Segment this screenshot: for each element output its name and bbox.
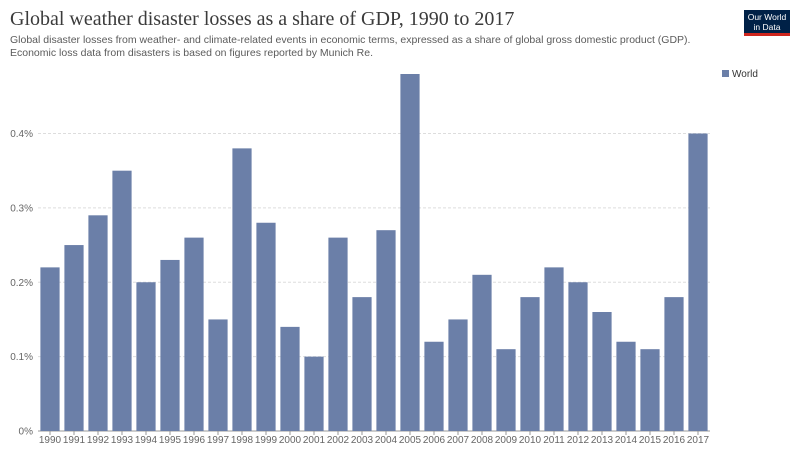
bar-2011[interactable] [544,267,564,431]
y-tick-label: 0.1% [10,352,33,363]
legend-swatch [722,70,729,77]
bar-1991[interactable] [64,245,84,431]
x-tick-label: 2009 [495,435,518,446]
logo-line-2: in Data [753,21,781,32]
bar-2015[interactable] [640,349,660,431]
chart-title: Global weather disaster losses as a shar… [10,8,515,30]
bar-2017[interactable] [688,133,708,432]
x-tick-label: 2001 [303,435,326,446]
x-tick-label: 2012 [567,435,590,446]
bar-2013[interactable] [592,312,612,431]
y-tick-label: 0.2% [10,278,33,289]
logo-line-1: Our World [747,12,787,22]
bar-1996[interactable] [184,237,204,431]
x-tick-label: 1993 [111,435,134,446]
owid-logo[interactable]: Our World in Data [744,10,790,36]
x-tick-label: 2004 [375,435,398,446]
x-tick-label: 2013 [591,435,614,446]
legend: World [722,69,758,80]
bar-2012[interactable] [568,282,588,431]
bar-1993[interactable] [112,170,132,431]
bar-2004[interactable] [376,230,396,431]
x-tick-label: 1997 [207,435,230,446]
bar-1992[interactable] [88,215,108,431]
y-tick-label: 0.3% [10,203,33,214]
x-tick-label: 2015 [639,435,662,446]
y-tick-label: 0% [19,427,34,438]
x-tick-label: 2011 [543,435,565,446]
x-tick-label: 1991 [63,435,86,446]
bar-2000[interactable] [280,326,300,431]
bar-1997[interactable] [208,319,228,431]
x-tick-label: 1995 [159,435,182,446]
bar-1990[interactable] [40,267,60,431]
y-tick-label: 0.4% [10,129,33,140]
bar-2003[interactable] [352,297,372,431]
bar-2001[interactable] [304,356,324,431]
x-tick-label: 2017 [687,435,710,446]
x-tick-label: 1998 [231,435,254,446]
x-tick-label: 1994 [135,435,158,446]
x-tick-label: 2005 [399,435,422,446]
x-tick-label: 1996 [183,435,206,446]
x-tick-label: 2007 [447,435,470,446]
x-tick-label: 2002 [327,435,350,446]
bar-2014[interactable] [616,341,636,431]
bar-2010[interactable] [520,297,540,431]
x-tick-label: 2008 [471,435,494,446]
bar-1995[interactable] [160,259,180,431]
bar-2005[interactable] [400,74,420,431]
x-tick-label: 2000 [279,435,302,446]
bar-2007[interactable] [448,319,468,431]
bar-2002[interactable] [328,237,348,431]
bar-2006[interactable] [424,341,444,431]
x-tick-label: 2003 [351,435,374,446]
x-axis-ticks: 1990 1991 1992 1993 1994 1995 1996 1997 1998 1999… [39,431,710,446]
bar-1998[interactable] [232,148,252,431]
bar-1999[interactable] [256,222,276,431]
bar-2016[interactable] [664,297,684,431]
x-tick-label: 1999 [255,435,278,446]
x-tick-label: 1992 [87,435,110,446]
x-tick-label: 1990 [39,435,62,446]
x-tick-label: 2014 [615,435,638,446]
bar-2008[interactable] [472,274,492,431]
legend-label[interactable]: World [732,69,758,80]
x-tick-label: 2016 [663,435,686,446]
x-tick-label: 2010 [519,435,542,446]
bars [40,74,708,432]
bar-2009[interactable] [496,349,516,431]
bar-1994[interactable] [136,282,156,431]
chart-subtitle: Global disaster losses from weather- and… [10,34,691,59]
x-tick-label: 2006 [423,435,446,446]
y-axis-ticks: 0% 0.1% 0.2% 0.3% 0.4% [10,129,33,438]
